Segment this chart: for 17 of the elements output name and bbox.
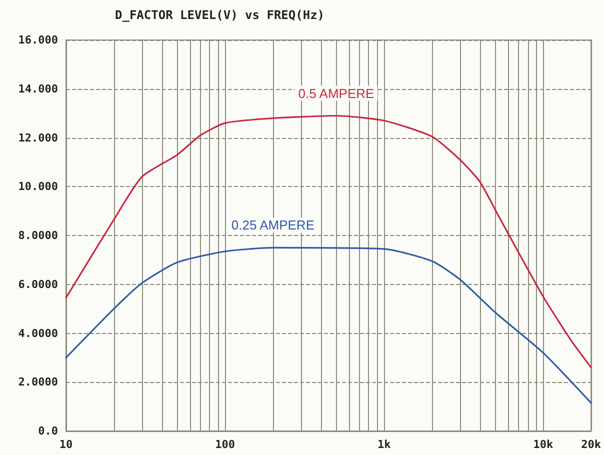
y-tick-label: 10.000 — [18, 180, 58, 194]
x-tick-label: 10 — [59, 438, 73, 451]
y-tick-label: 14.000 — [18, 82, 58, 96]
y-tick-label: 8.0000 — [18, 229, 58, 242]
series-label: 0.5 AMPERE — [298, 86, 374, 101]
y-tick-label: 0.0 — [38, 424, 58, 438]
chart-title: D_FACTOR LEVEL(V) vs FREQ(Hz) — [115, 8, 325, 22]
y-tick-label: 6.0000 — [18, 278, 58, 291]
x-tick-label: 100 — [215, 438, 235, 451]
series-label: 0.25 AMPERE — [231, 218, 315, 233]
x-tick-label: 10k — [533, 438, 554, 451]
y-tick-label: 4.0000 — [18, 326, 58, 340]
y-tick-label: 2.0000 — [18, 376, 58, 389]
y-tick-label: 16.000 — [18, 34, 58, 46]
y-tick-label: 12.000 — [18, 131, 58, 144]
x-tick-label: 1k — [378, 438, 392, 451]
x-tick-label: 20k — [581, 438, 602, 451]
